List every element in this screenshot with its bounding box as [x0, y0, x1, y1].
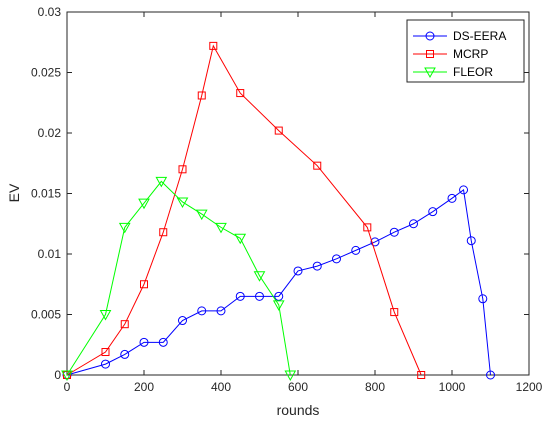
- data-point: [197, 91, 206, 100]
- data-point: [253, 271, 266, 282]
- data-point: [447, 193, 457, 203]
- y-tick-label: 0.01: [38, 247, 62, 261]
- data-point: [274, 126, 283, 135]
- y-ticks: 0 0.005 0.01 0.015 0.02 0.025 0.03: [31, 5, 529, 382]
- data-point: [293, 266, 303, 276]
- y-tick-label: 0.015: [31, 187, 61, 201]
- x-axis-label: rounds: [277, 402, 320, 418]
- data-point: [178, 165, 187, 174]
- y-tick-label: 0.02: [38, 126, 62, 140]
- data-point: [61, 370, 73, 382]
- series-mcrp: [63, 41, 426, 379]
- data-point: [139, 337, 149, 347]
- data-point: [215, 222, 227, 234]
- data-point: [409, 219, 418, 229]
- data-point: [155, 176, 168, 188]
- y-tick-label: 0.03: [38, 5, 62, 19]
- legend-label: MCRP: [453, 47, 488, 61]
- data-point: [284, 370, 297, 382]
- y-tick-label: 0.025: [31, 66, 61, 80]
- data-point: [363, 223, 372, 232]
- data-point: [235, 291, 245, 301]
- x-tick-label: 600: [288, 380, 308, 394]
- data-point: [216, 306, 226, 316]
- legend-marker: [425, 31, 435, 41]
- data-point: [159, 228, 168, 237]
- data-point: [209, 41, 218, 50]
- data-point: [236, 89, 245, 98]
- data-point: [486, 370, 495, 380]
- data-point: [178, 316, 187, 326]
- x-tick-label: 1000: [439, 380, 466, 394]
- data-point: [417, 371, 426, 379]
- data-point: [176, 197, 189, 208]
- data-point: [351, 245, 361, 255]
- series-fleor: [61, 176, 297, 382]
- data-point: [332, 254, 341, 264]
- series-ds-eera: [62, 185, 495, 380]
- data-point: [195, 209, 208, 221]
- series-line: [66, 180, 291, 376]
- data-point: [370, 237, 380, 247]
- x-ticks: 0 200 400 600 800 1000 1200: [64, 12, 543, 394]
- x-tick-label: 400: [211, 380, 231, 394]
- legend-marker: [424, 67, 436, 79]
- data-point: [272, 300, 285, 311]
- data-point: [234, 233, 247, 245]
- data-point: [459, 185, 469, 195]
- data-point: [118, 222, 131, 234]
- y-axis-label: EV: [6, 183, 22, 202]
- data-point: [120, 320, 129, 329]
- legend: DS-EERA MCRP FLEOR: [406, 19, 525, 83]
- series-line: [66, 188, 491, 376]
- x-tick-label: 800: [365, 380, 385, 394]
- legend-item: DS-EERA: [413, 29, 506, 43]
- x-tick-label: 200: [134, 380, 154, 394]
- data-point: [138, 198, 150, 210]
- data-point: [390, 308, 399, 317]
- legend-item: MCRP: [413, 47, 488, 61]
- data-point: [158, 337, 168, 347]
- data-point: [255, 291, 264, 301]
- series-line: [66, 44, 422, 376]
- x-tick-label: 0: [64, 380, 71, 394]
- series-group: [61, 41, 495, 382]
- data-point: [101, 348, 110, 357]
- data-point: [466, 236, 476, 246]
- data-point: [478, 294, 488, 304]
- data-point: [101, 359, 110, 369]
- legend-marker: [426, 50, 434, 58]
- data-point: [389, 227, 399, 237]
- data-point: [99, 310, 112, 321]
- legend-item: FLEOR: [413, 65, 493, 79]
- y-tick-label: 0.005: [31, 308, 61, 322]
- legend-label: DS-EERA: [453, 29, 506, 43]
- data-point: [140, 280, 148, 289]
- y-tick-label: 0: [54, 368, 61, 382]
- data-point: [428, 207, 438, 217]
- data-point: [313, 161, 322, 170]
- x-tick-label: 1200: [516, 380, 543, 394]
- data-point: [197, 306, 207, 316]
- legend-label: FLEOR: [453, 65, 493, 79]
- data-point: [312, 261, 322, 271]
- data-point: [120, 349, 130, 359]
